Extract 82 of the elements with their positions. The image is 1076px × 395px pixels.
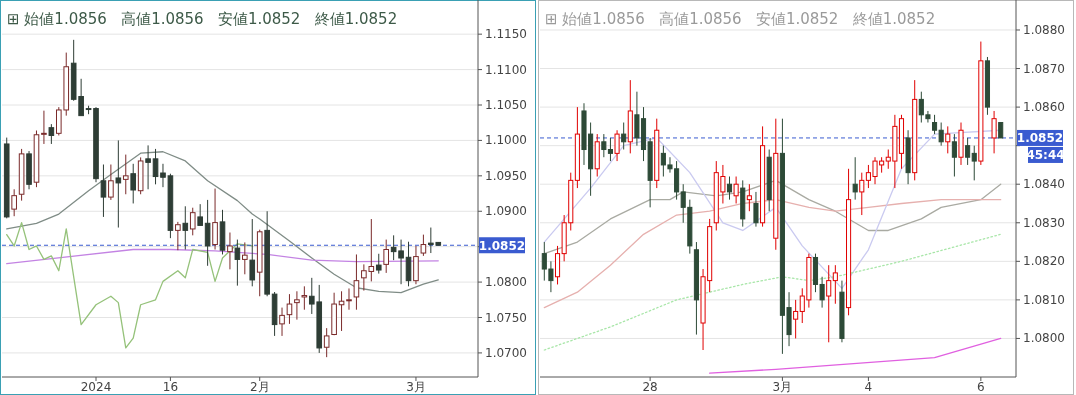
candlestick: [323, 327, 330, 358]
text: ⊞ 始値1.0856 高値1.0856 安値1.0852 終値1.0852: [545, 10, 936, 28]
candlestick: [859, 172, 865, 216]
candlestick: [204, 199, 211, 267]
y-tick-label: 1.1100: [485, 62, 527, 77]
y-tick-label: 1.0810: [1023, 292, 1065, 307]
candlestick: [100, 164, 107, 218]
candlestick: [294, 290, 300, 321]
y-tick-label: 1.0860: [1023, 100, 1065, 115]
y-tick-label: 1.0900: [485, 204, 527, 219]
candlestick: [951, 133, 957, 178]
candlestick: [279, 307, 285, 337]
line-series: [6, 248, 439, 265]
x-tick-label: 3月: [406, 380, 426, 394]
candlestick: [746, 183, 752, 212]
line-series: [543, 233, 1002, 351]
candlestick: [227, 232, 233, 270]
line-series: [543, 198, 1002, 309]
x-tick-label: 16: [162, 380, 179, 394]
x-tick-label: 28: [642, 380, 658, 394]
candlestick: [182, 205, 189, 250]
y-tick-label: 1.1050: [485, 98, 527, 112]
candlestick: [971, 145, 977, 181]
y-tick-label: 1.0830: [1023, 215, 1065, 230]
candlestick: [189, 207, 196, 236]
ref-line-label: 1.0852: [1016, 131, 1064, 146]
candlestick: [152, 148, 159, 185]
candlestick: [832, 264, 838, 305]
x-tick-label: 3月: [772, 380, 793, 394]
candlestick: [353, 253, 360, 311]
x-tick-label: 2月: [249, 380, 270, 394]
candlestick: [991, 110, 997, 154]
y-tick-label: 1.0880: [1023, 22, 1065, 37]
y-tick-label: 1.0950: [485, 168, 527, 183]
ref-line-label: 1.0852: [478, 238, 526, 253]
y-tick-label: 1.0840: [1023, 177, 1065, 192]
candlestick: [234, 239, 241, 287]
candlestick: [11, 188, 17, 217]
candlestick: [753, 191, 759, 228]
candlestick: [48, 123, 55, 145]
candlestick: [175, 221, 181, 251]
text: 45:44: [1026, 148, 1065, 163]
y-tick-label: 1.1150: [485, 27, 527, 42]
candlestick: [826, 264, 832, 343]
candlestick: [242, 241, 248, 275]
candlestick: [249, 218, 256, 287]
candlestick: [346, 287, 352, 311]
line-series: [709, 337, 1002, 374]
candlestick: [383, 239, 389, 274]
y-tick-label: 1.0800: [485, 275, 527, 290]
y-tick-label: 1.0870: [1023, 61, 1065, 76]
y-tick-label: 1.0800: [1023, 331, 1065, 346]
line-series: [6, 221, 253, 349]
candlestick: [197, 203, 203, 226]
candlestick: [726, 176, 733, 201]
candlestick: [733, 176, 739, 204]
x-tick-label: 2024: [80, 380, 112, 394]
candlestick: [286, 293, 293, 325]
candlestick: [41, 110, 47, 145]
candlestick: [852, 156, 858, 201]
candlestick: [301, 285, 308, 311]
candlestick: [793, 299, 799, 339]
candlestick: [145, 144, 151, 190]
y-tick-label: 1.0750: [485, 310, 527, 325]
text: ⊞ 始値1.0856 高値1.0856 安値1.0852 終値1.0852: [7, 10, 398, 28]
candlestick: [375, 253, 382, 275]
x-tick-label: 4: [864, 380, 873, 394]
candlestick: [122, 154, 129, 195]
candlestick: [115, 139, 122, 229]
candlestick: [614, 129, 620, 162]
candlestick: [130, 163, 137, 204]
candlestick: [420, 234, 427, 257]
candlestick: [108, 164, 114, 201]
x-tick-label: 6: [977, 380, 985, 394]
y-tick-label: 1.0700: [485, 345, 527, 360]
candlestick: [945, 125, 951, 154]
candlestick: [338, 290, 345, 332]
y-tick-label: 1.1000: [485, 133, 527, 148]
y-tick-label: 1.0820: [1023, 254, 1065, 269]
candlestick: [621, 122, 627, 151]
candlestick: [965, 137, 971, 166]
candlestick: [212, 188, 218, 250]
